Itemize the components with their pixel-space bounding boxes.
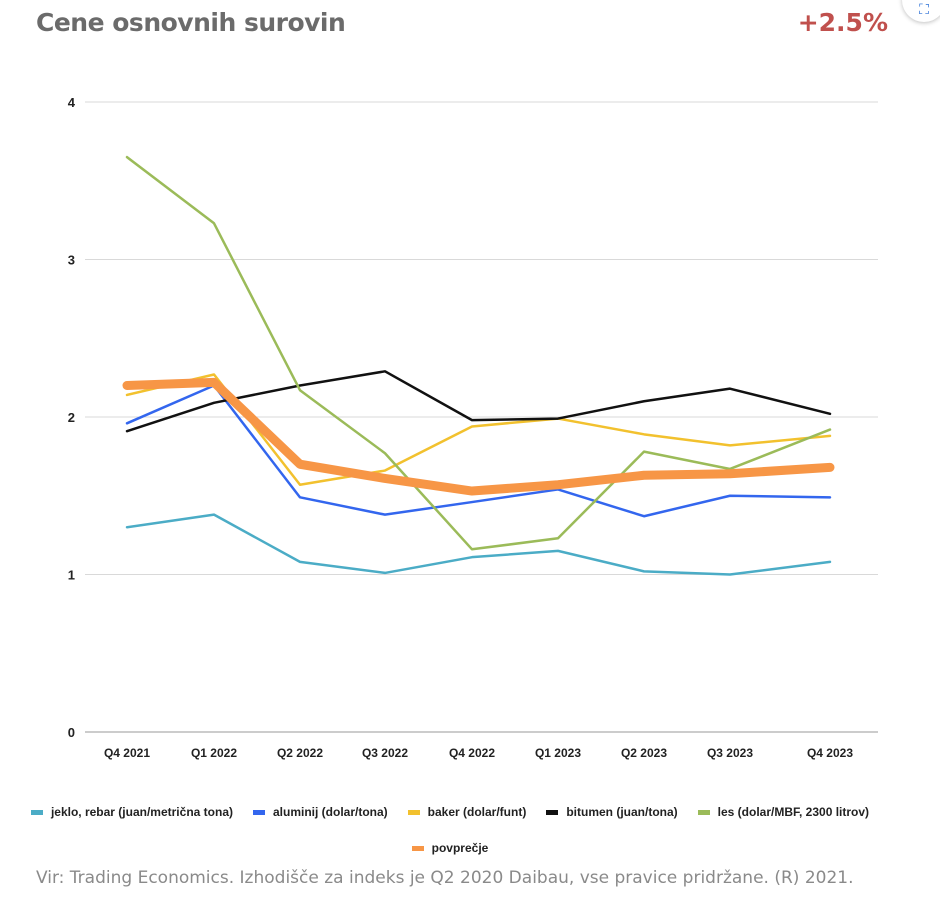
legend-item: les (dolar/MBF, 2300 litrov): [697, 800, 870, 824]
legend-item: baker (dolar/funt): [407, 800, 527, 824]
legend-swatch: [252, 809, 265, 815]
y-tick-label: 2: [68, 410, 75, 425]
x-tick-label: Q3 2023: [707, 746, 753, 760]
legend-label: jeklo, rebar (juan/metrična tona): [50, 805, 233, 819]
x-tick-label: Q2 2023: [621, 746, 667, 760]
x-tick-label: Q1 2022: [191, 746, 237, 760]
legend-item: aluminij (dolar/tona): [252, 800, 388, 824]
x-tick-label: Q2 2022: [277, 746, 323, 760]
x-tick-label: Q4 2023: [807, 746, 853, 760]
legend-swatch: [546, 809, 559, 815]
legend-swatch: [407, 809, 420, 815]
legend-item: povprečje: [411, 836, 489, 860]
series-line-0: [125, 513, 832, 576]
legend-label: baker (dolar/funt): [427, 805, 527, 819]
legend-item: bitumen (juan/tona): [546, 800, 678, 824]
change-value: +2.5%: [797, 8, 888, 37]
legend: jeklo, rebar (juan/metrična tona) alumini…: [0, 800, 900, 860]
y-tick-label: 4: [68, 95, 76, 110]
x-tick-label: Q1 2023: [535, 746, 581, 760]
y-tick-label: 0: [68, 725, 75, 740]
y-tick-label: 1: [68, 568, 75, 583]
source-note: Vir: Trading Economics. Izhodišče za ind…: [36, 868, 854, 888]
x-tick-label: Q4 2021: [104, 746, 150, 760]
legend-swatch: [697, 809, 710, 815]
legend-item: jeklo, rebar (juan/metrična tona): [30, 800, 233, 824]
series-line-5: [122, 377, 835, 496]
expand-icon[interactable]: ⛶: [902, 0, 940, 22]
y-tick-label: 3: [68, 253, 75, 268]
legend-label: povprečje: [431, 841, 489, 855]
legend-label: aluminij (dolar/tona): [272, 805, 388, 819]
legend-swatch: [30, 809, 43, 815]
x-tick-label: Q4 2022: [449, 746, 495, 760]
legend-label: bitumen (juan/tona): [566, 805, 678, 819]
legend-swatch: [411, 845, 424, 851]
line-chart: 0 1 2 3 4 Q4 2021 Q1 2022 Q2 2022 Q3 2022 Q4 2022…: [68, 95, 878, 760]
legend-label: les (dolar/MBF, 2300 litrov): [717, 805, 870, 819]
chart-title: Cene osnovnih surovin: [36, 8, 346, 37]
x-tick-label: Q3 2022: [362, 746, 408, 760]
